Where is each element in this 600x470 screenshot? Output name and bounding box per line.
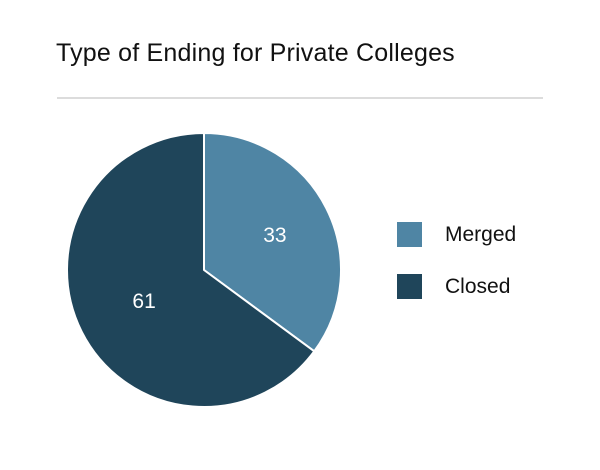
pie-chart: 33 61 bbox=[66, 132, 342, 408]
pie-slice-merged bbox=[203, 132, 342, 353]
title-divider bbox=[57, 97, 543, 99]
legend-label-closed: Closed bbox=[445, 274, 511, 298]
legend-label-merged: Merged bbox=[445, 222, 517, 246]
pie-slice-value-label-closed: 61 bbox=[132, 290, 155, 313]
pie-slice-closed bbox=[66, 132, 316, 408]
legend-item-merged: Merged bbox=[397, 222, 516, 247]
legend: Merged Closed bbox=[397, 222, 516, 299]
pie-slice-value-label-merged: 33 bbox=[263, 224, 286, 247]
chart-title: Type of Ending for Private Colleges bbox=[56, 39, 455, 67]
legend-swatch-merged bbox=[397, 222, 422, 247]
legend-item-closed: Closed bbox=[397, 274, 516, 299]
legend-swatch-closed bbox=[397, 274, 422, 299]
